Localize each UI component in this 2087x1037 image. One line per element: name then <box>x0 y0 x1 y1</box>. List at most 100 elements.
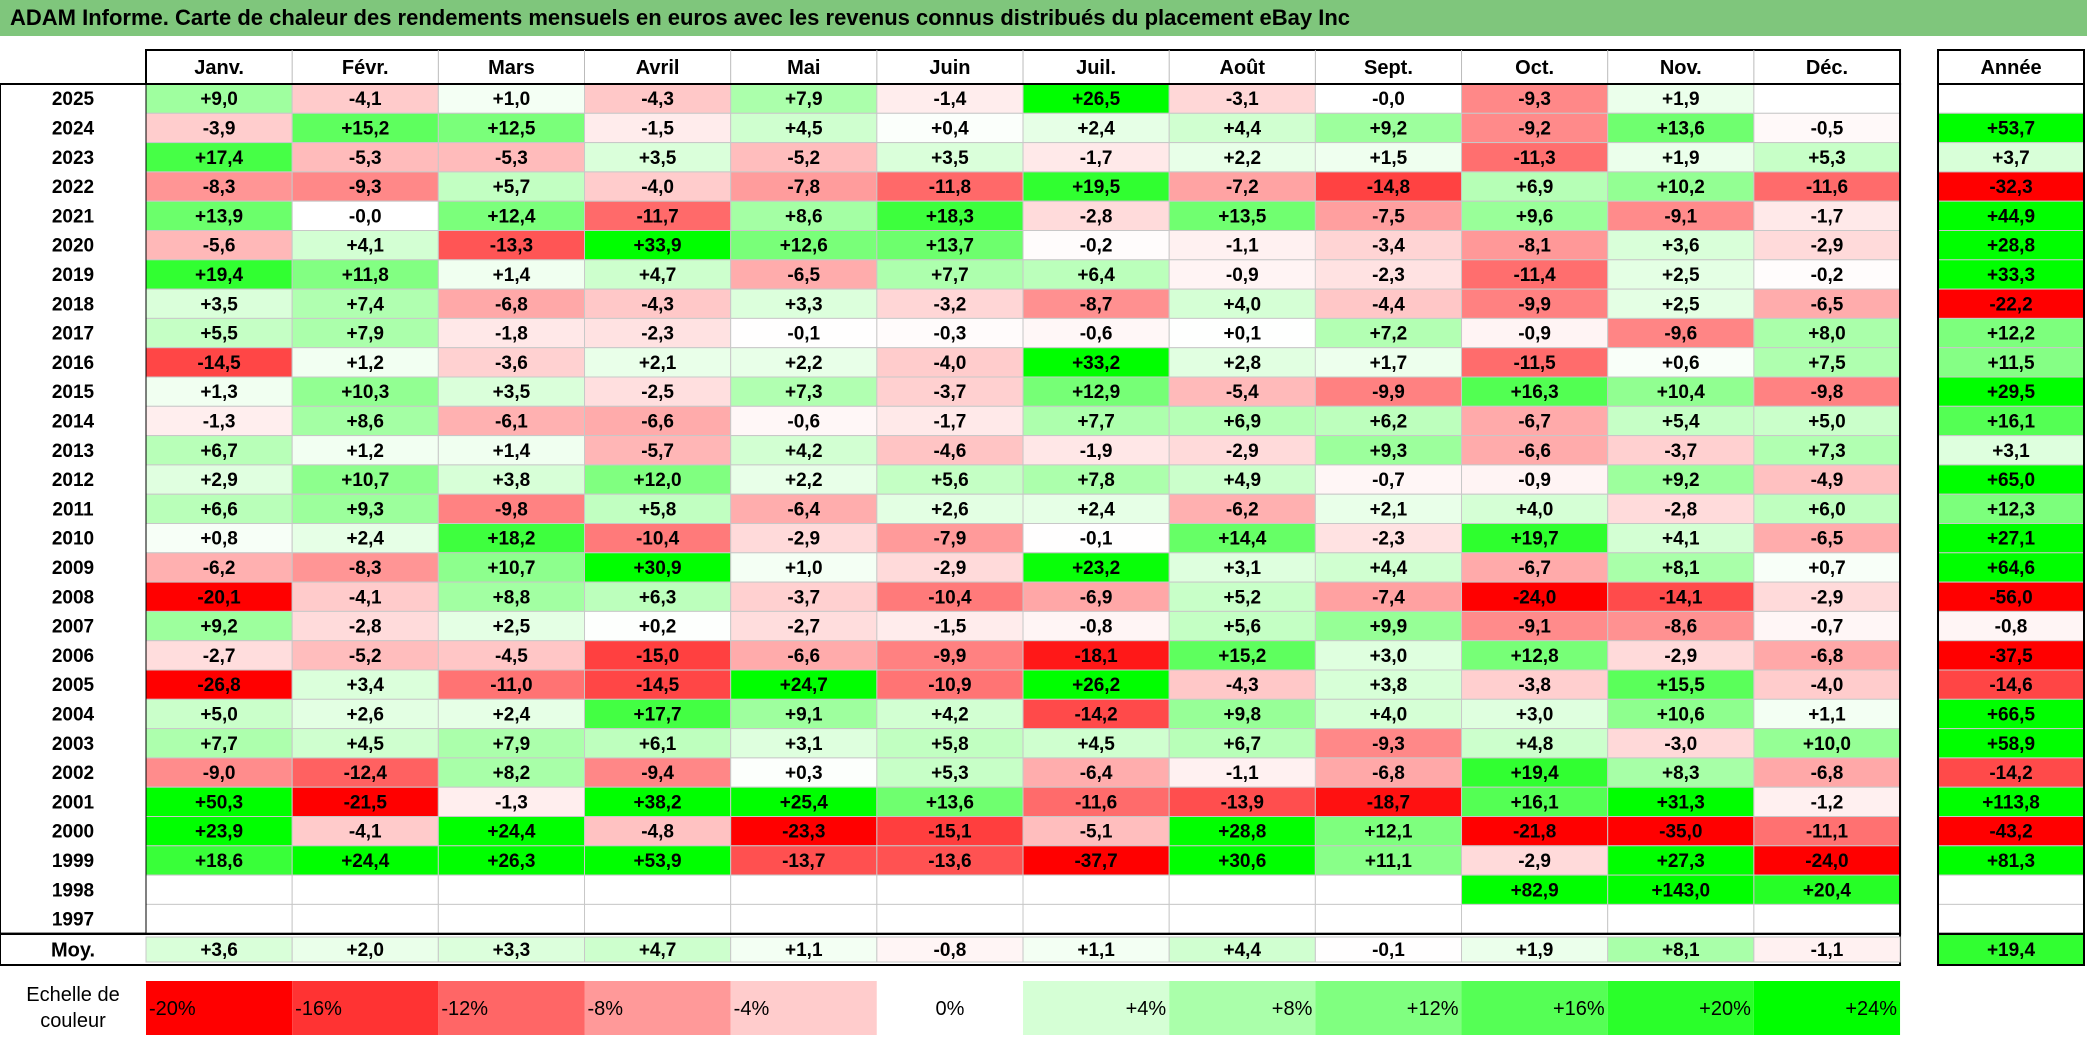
annual-value: +28,8 <box>1987 236 2035 257</box>
cell-value: +27,3 <box>1657 851 1705 872</box>
heatmap-cell <box>437 142 586 173</box>
heatmap-cell <box>876 171 1024 202</box>
cell-value: +4,0 <box>1370 704 1408 725</box>
cell-value: +7,4 <box>346 294 384 315</box>
annual-value: +3,1 <box>1992 441 2030 462</box>
year-label: 2008 <box>52 587 94 608</box>
cell-value: +1,1 <box>1808 704 1846 725</box>
heatmap-cell <box>1314 259 1463 290</box>
year-label: 1998 <box>52 880 94 901</box>
heatmap-cell <box>291 640 439 671</box>
heatmap-cell <box>1022 640 1170 671</box>
heatmap-cell <box>1753 845 1901 876</box>
cell-value: +0,4 <box>931 118 969 139</box>
heatmap-cell <box>1314 874 1463 905</box>
cell-value: +9,3 <box>346 499 384 520</box>
year-label: 2021 <box>52 206 95 227</box>
heatmap-cell <box>1168 464 1316 495</box>
heatmap-cell <box>876 728 1024 759</box>
heatmap-cell <box>730 493 878 525</box>
cell-value: -10,9 <box>928 675 971 696</box>
heatmap-cell <box>1753 903 1901 935</box>
heatmap-cell <box>437 757 586 788</box>
cell-value: +0,3 <box>785 763 823 784</box>
month-header: Avril <box>636 57 680 79</box>
cell-value: +12,0 <box>634 470 682 491</box>
cell-value: -6,7 <box>1518 558 1551 579</box>
heatmap-cell <box>1461 845 1609 876</box>
annual-average-cell <box>1937 933 2085 966</box>
cell-value: -3,1 <box>1226 89 1259 110</box>
annual-cell <box>1937 259 2085 290</box>
annual-value: +66,5 <box>1987 704 2036 725</box>
heatmap-cell <box>730 903 878 935</box>
heatmap-cell <box>1314 845 1463 876</box>
cell-value: +8,8 <box>493 587 531 608</box>
heatmap-cell <box>1168 112 1316 144</box>
cell-value: -0,6 <box>1080 324 1113 345</box>
cell-value: +1,2 <box>346 353 384 374</box>
annual-cell <box>1937 640 2085 671</box>
cell-value: -24,0 <box>1805 851 1848 872</box>
heatmap-cell <box>437 464 586 495</box>
heatmap-cell <box>1461 757 1609 788</box>
scale-swatch <box>1023 981 1170 1035</box>
cell-value: +16,1 <box>1511 792 1560 813</box>
heatmap-cell <box>730 728 878 759</box>
annual-value: -0,8 <box>1995 617 2028 638</box>
scale-swatch <box>876 981 1024 1035</box>
annual-value: -56,0 <box>1989 587 2032 608</box>
cell-value: -21,8 <box>1513 822 1556 843</box>
cell-value: +7,3 <box>785 382 823 403</box>
heatmap-cell <box>876 405 1024 437</box>
heatmap-cell <box>145 376 293 407</box>
cell-value: +12,8 <box>1511 646 1559 667</box>
heatmap-cell <box>291 874 439 905</box>
cell-value: +2,4 <box>1077 118 1115 139</box>
cell-value: +2,4 <box>346 529 384 550</box>
heatmap-cell <box>437 347 586 378</box>
cell-value: +10,6 <box>1657 704 1705 725</box>
cell-value: -6,2 <box>203 558 236 579</box>
heatmap-cell <box>1314 493 1463 525</box>
cell-value: +2,1 <box>639 353 677 374</box>
heatmap-cell <box>876 610 1024 642</box>
cell-value: -4,1 <box>349 822 382 843</box>
scale-label-value: 0% <box>935 998 964 1020</box>
cell-value: -11,4 <box>1513 265 1556 286</box>
cell-value: -2,3 <box>641 324 674 345</box>
cell-value: +3,5 <box>639 148 677 169</box>
heatmap-cell <box>1168 200 1316 231</box>
average-cell <box>1022 936 1170 963</box>
cell-value: +6,2 <box>1370 411 1408 432</box>
cell-value: -9,3 <box>1518 89 1551 110</box>
cell-value: -12,4 <box>344 763 388 784</box>
cell-value: +13,6 <box>1657 118 1705 139</box>
heatmap-cell <box>1607 610 1755 642</box>
cell-value: +9,1 <box>785 704 823 725</box>
cell-value: +2,1 <box>1370 499 1408 520</box>
cell-value: -11,6 <box>1806 177 1848 198</box>
cell-value: +5,3 <box>931 763 969 784</box>
cell-value: -8,3 <box>203 177 236 198</box>
heatmap-cell <box>876 903 1024 935</box>
average-cell <box>1168 936 1316 963</box>
heatmap-cell <box>1314 317 1463 349</box>
cell-value: +2,4 <box>493 704 531 725</box>
heatmap-cell <box>291 493 439 525</box>
annual-value: +27,1 <box>1987 529 2036 550</box>
heatmap-cell <box>1022 757 1170 788</box>
scale-label-value: -12% <box>441 998 488 1020</box>
cell-value: -13,6 <box>928 851 971 872</box>
year-label: 2007 <box>52 617 94 638</box>
heatmap-cell <box>437 288 586 319</box>
cell-value: -11,3 <box>1513 148 1555 169</box>
cell-value: +2,2 <box>785 353 823 374</box>
cell-value: -2,8 <box>1080 206 1113 227</box>
cell-value: +8,6 <box>346 411 384 432</box>
heatmap-cell <box>145 288 293 319</box>
cell-value: +2,5 <box>1662 294 1700 315</box>
cell-value: -3,0 <box>1664 734 1697 755</box>
year-label: 2015 <box>52 382 95 403</box>
cell-value: -9,2 <box>1518 118 1551 139</box>
